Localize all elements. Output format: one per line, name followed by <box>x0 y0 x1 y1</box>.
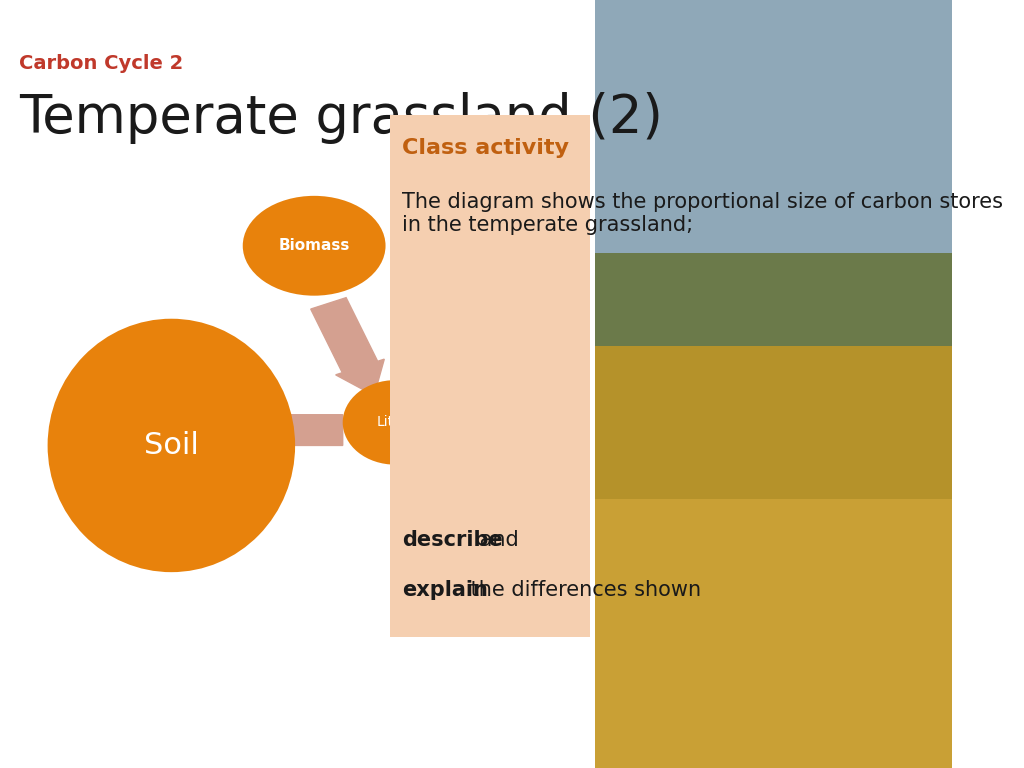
Ellipse shape <box>47 319 295 572</box>
Text: Class activity: Class activity <box>401 138 568 158</box>
FancyBboxPatch shape <box>595 0 952 768</box>
Text: Carbon Cycle 2: Carbon Cycle 2 <box>19 54 183 73</box>
Text: The diagram shows the proportional size of carbon stores in the temperate grassl: The diagram shows the proportional size … <box>401 192 1002 235</box>
Text: Litter: Litter <box>377 415 414 429</box>
FancyBboxPatch shape <box>595 0 952 292</box>
Text: explain: explain <box>401 580 487 600</box>
FancyBboxPatch shape <box>595 499 952 768</box>
Text: Biomass: Biomass <box>279 238 350 253</box>
FancyBboxPatch shape <box>595 323 952 768</box>
Text: and: and <box>473 530 525 550</box>
FancyBboxPatch shape <box>595 253 952 346</box>
FancyArrow shape <box>310 298 384 396</box>
FancyBboxPatch shape <box>390 115 590 637</box>
Text: Soil: Soil <box>144 431 199 460</box>
Text: describe: describe <box>401 530 503 550</box>
Text: the differences shown: the differences shown <box>464 580 700 600</box>
FancyArrow shape <box>238 409 343 452</box>
Ellipse shape <box>243 196 386 296</box>
Text: Temperate grassland (2): Temperate grassland (2) <box>19 92 663 144</box>
Ellipse shape <box>343 380 447 465</box>
